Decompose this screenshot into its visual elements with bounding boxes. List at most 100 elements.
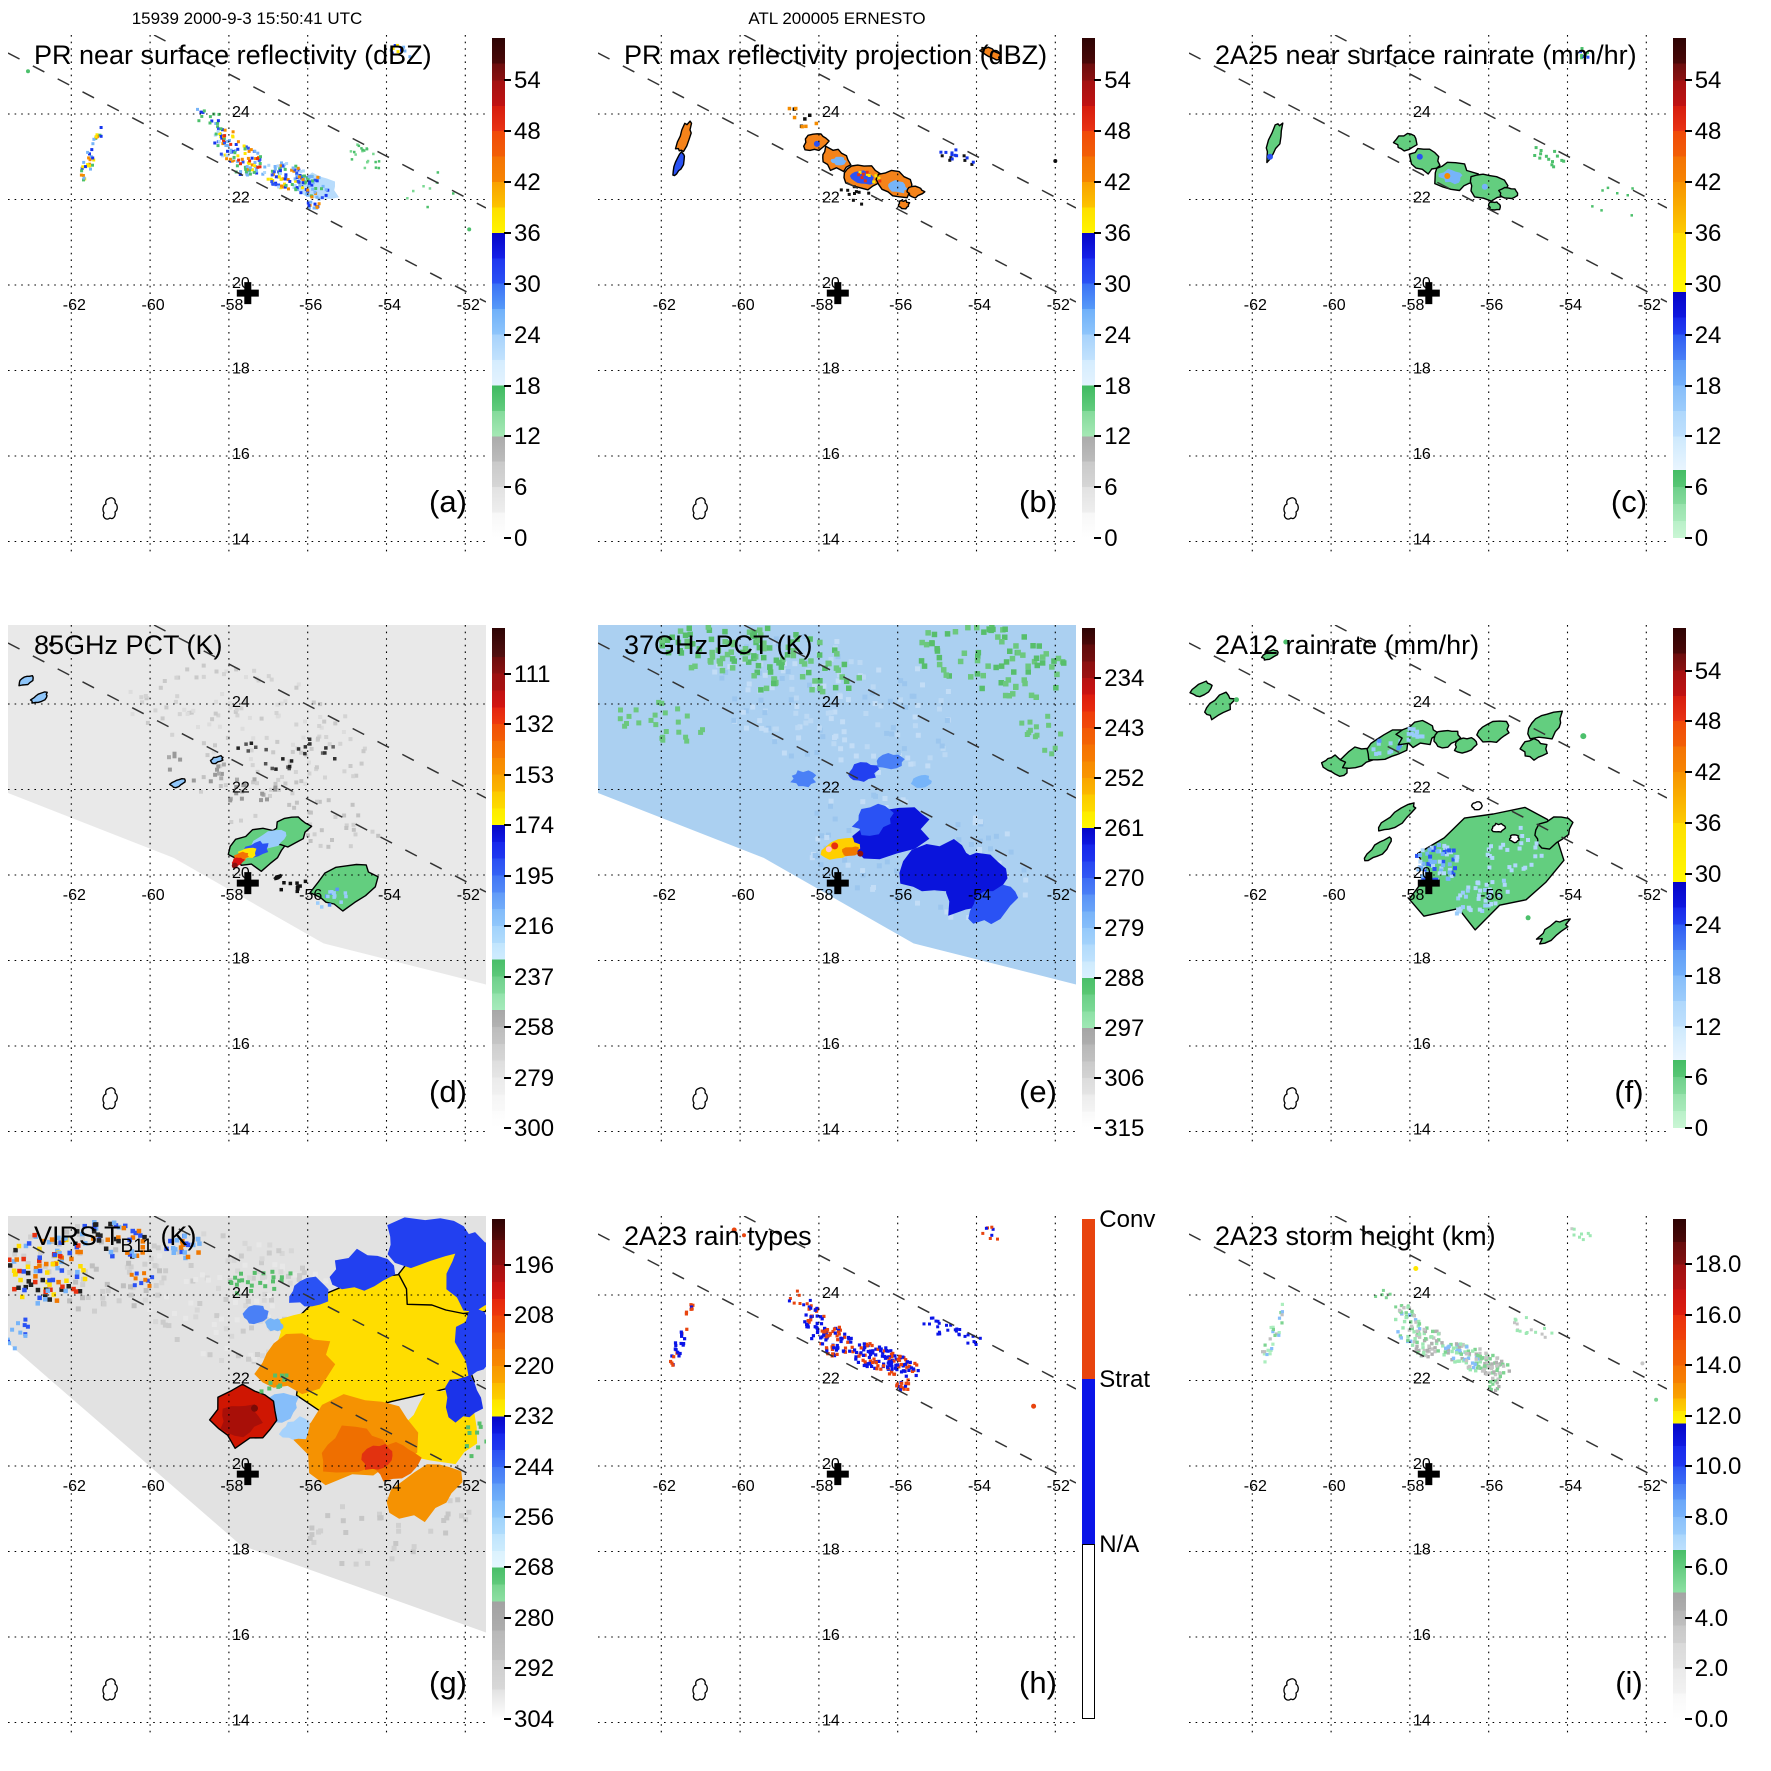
map-feature-speckle xyxy=(303,752,307,756)
map-feature-speckle xyxy=(919,640,926,646)
map-feature-speckle xyxy=(1477,1346,1482,1351)
map-feature-speckle xyxy=(67,1269,73,1275)
map-feature-speckle xyxy=(293,177,297,181)
map-feature-speckle xyxy=(808,113,812,117)
map-feature-speckle xyxy=(792,661,798,667)
map-feature-speckle xyxy=(252,669,257,674)
map-feature-speckle xyxy=(1413,1336,1417,1341)
map-feature-speckle xyxy=(804,714,810,720)
map-feature-speckle xyxy=(817,639,823,646)
map-feature-speckle xyxy=(794,636,801,643)
map-feature-speckle xyxy=(201,741,206,746)
map-feature-speckle xyxy=(900,1369,904,1374)
map-feature-speckle xyxy=(324,735,329,740)
map-feature-speckle xyxy=(172,1310,177,1316)
map-feature-speckle xyxy=(937,706,943,712)
map-feature-speckle xyxy=(289,759,294,763)
map-feature-speckle xyxy=(1525,838,1530,843)
colorbar-tick-label: 196 xyxy=(514,1251,555,1279)
map-feature-speckle xyxy=(53,1261,58,1267)
map-feature-speckle xyxy=(91,156,95,160)
lat-tick-label: 18 xyxy=(232,1541,250,1558)
map-feature-speckle xyxy=(831,1347,835,1351)
map-feature-speckle xyxy=(1489,1366,1493,1370)
map-feature-speckle xyxy=(791,648,797,654)
map-feature-speckle xyxy=(624,721,630,727)
map-feature-speckle xyxy=(391,1545,397,1551)
map-feature-speckle xyxy=(153,1282,159,1288)
map-feature-speckle xyxy=(196,725,200,730)
map-feature-speckle xyxy=(226,149,229,153)
map-feature-speckle xyxy=(1404,1315,1408,1319)
map-feature-speckle xyxy=(202,109,206,113)
map-feature-speckle xyxy=(878,703,884,709)
map-feature-speckle xyxy=(162,679,167,684)
map-feature-speckle xyxy=(228,798,233,803)
map-feature-speckle xyxy=(820,1321,824,1325)
map-feature-speckle xyxy=(1465,1351,1469,1356)
map-feature-speckle xyxy=(428,187,432,190)
map-feature-speckle xyxy=(1029,692,1035,699)
map-feature-speckle xyxy=(1424,851,1429,856)
map-feature-speckle xyxy=(80,1294,85,1300)
map-feature-speckle xyxy=(37,1263,42,1268)
map-feature-speckle xyxy=(859,1345,864,1350)
map-feature-speckle xyxy=(884,731,890,737)
map-feature-speckle xyxy=(898,1354,902,1358)
map-feature-speckle xyxy=(43,1293,48,1299)
map-feature-speckle xyxy=(33,1273,38,1279)
map-feature-speckle xyxy=(822,1314,826,1318)
map-feature-speckle xyxy=(445,1511,451,1517)
map-feature-speckle xyxy=(895,1382,900,1386)
map-feature-speckle xyxy=(1470,1361,1474,1365)
map-feature-blob xyxy=(29,691,48,705)
map-feature-speckle xyxy=(1430,848,1435,853)
map-feature-speckle xyxy=(1013,643,1019,649)
colorbar-segment xyxy=(1082,1543,1096,1719)
map-feature-speckle xyxy=(1061,660,1067,667)
map-feature-speckle xyxy=(360,147,363,150)
map-feature-speckle xyxy=(879,1367,883,1371)
map-feature-speckle xyxy=(1421,1350,1426,1354)
map-feature-speckle xyxy=(1447,1344,1451,1348)
map-feature-speckle xyxy=(308,822,313,827)
island-outline xyxy=(692,1677,709,1701)
map-feature-speckle xyxy=(260,791,265,796)
map-feature-speckle xyxy=(1421,865,1426,870)
swath-edge-line xyxy=(1188,642,1667,893)
map-feature-speckle xyxy=(283,177,287,181)
map-feature-speckle xyxy=(1481,1368,1485,1373)
map-feature-speckle xyxy=(1550,163,1554,167)
map-feature-speckle xyxy=(1499,1359,1504,1363)
map-feature-speckle xyxy=(140,1249,145,1255)
map-feature-speckle xyxy=(1058,731,1064,737)
map-feature-speckle xyxy=(1572,1233,1576,1237)
map-feature-speckle xyxy=(1505,890,1510,895)
map-feature-speckle xyxy=(788,1299,792,1303)
map-feature-speckle xyxy=(195,1236,201,1241)
map-feature-speckle xyxy=(1586,55,1590,59)
colorbar-tick-label: 30 xyxy=(1694,861,1722,889)
map-feature-speckle xyxy=(1032,659,1038,665)
map-feature-speckle xyxy=(807,1320,812,1324)
map-feature-speckle xyxy=(219,772,224,777)
map-feature-speckle xyxy=(469,1453,474,1458)
map-feature-speckle xyxy=(391,47,395,50)
map-feature-speckle xyxy=(278,1268,284,1274)
map-feature-speckle xyxy=(177,712,182,717)
map-feature-speckle xyxy=(191,709,196,714)
map-feature-speckle xyxy=(306,188,310,192)
colorbar-tick xyxy=(504,773,511,776)
map-feature-speckle xyxy=(1454,1350,1458,1355)
map-feature-speckle xyxy=(258,1280,263,1285)
map-feature-speckle xyxy=(295,881,299,886)
map-feature-blob xyxy=(1438,168,1463,185)
map-feature-speckle xyxy=(33,1279,38,1284)
map-feature-speckle xyxy=(33,1268,39,1274)
map-feature-speckle xyxy=(648,718,654,724)
map-feature-speckle xyxy=(1539,149,1543,152)
lat-tick-label: 16 xyxy=(232,446,250,463)
map-feature-speckle xyxy=(771,676,778,683)
map-feature-speckle xyxy=(160,716,165,721)
colorbar-tick-label: 234 xyxy=(1104,665,1145,693)
